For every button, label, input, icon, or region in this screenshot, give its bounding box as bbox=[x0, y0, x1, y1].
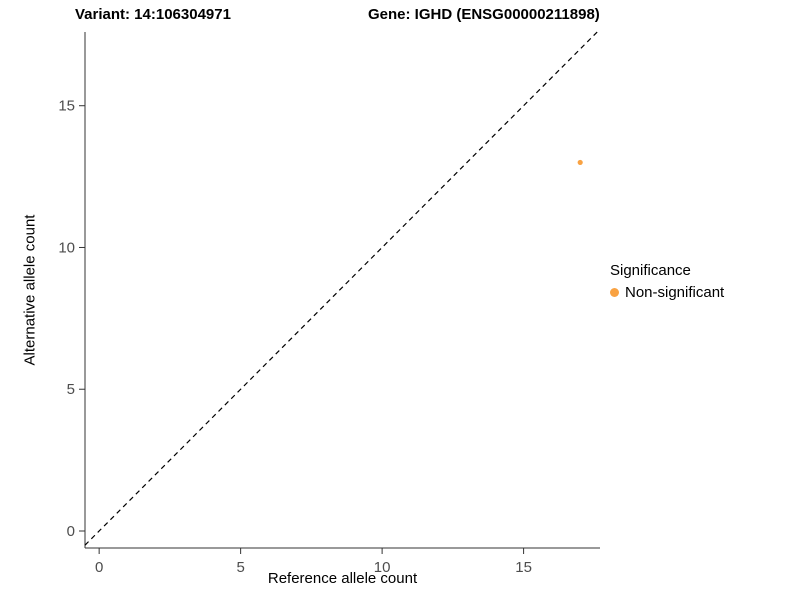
y-tick-label: 10 bbox=[58, 239, 75, 256]
data-point bbox=[577, 159, 583, 166]
x-tick-label: 5 bbox=[236, 559, 244, 576]
gene-title: Gene: IGHD (ENSG00000211898) bbox=[368, 6, 600, 23]
y-tick-label: 15 bbox=[58, 98, 75, 115]
legend-point-icon bbox=[610, 288, 619, 297]
legend: Significance Non-significant bbox=[610, 262, 724, 301]
x-tick-label: 15 bbox=[515, 559, 532, 576]
y-tick-label: 5 bbox=[67, 381, 75, 398]
x-axis-label: Reference allele count bbox=[267, 570, 418, 587]
y-axis-label: Alternative allele count bbox=[21, 214, 39, 366]
variant-title: Variant: 14:106304971 bbox=[75, 6, 231, 23]
legend-title: Significance bbox=[610, 262, 691, 279]
x-tick-label: 10 bbox=[374, 559, 391, 576]
y-tick-label: 0 bbox=[67, 523, 75, 540]
legend-entry: Non-significant bbox=[610, 284, 724, 301]
legend-entries: Non-significant bbox=[610, 284, 724, 301]
x-tick-label: 0 bbox=[95, 559, 103, 576]
identity-line bbox=[84, 31, 598, 546]
legend-entry-label: Non-significant bbox=[625, 284, 725, 301]
